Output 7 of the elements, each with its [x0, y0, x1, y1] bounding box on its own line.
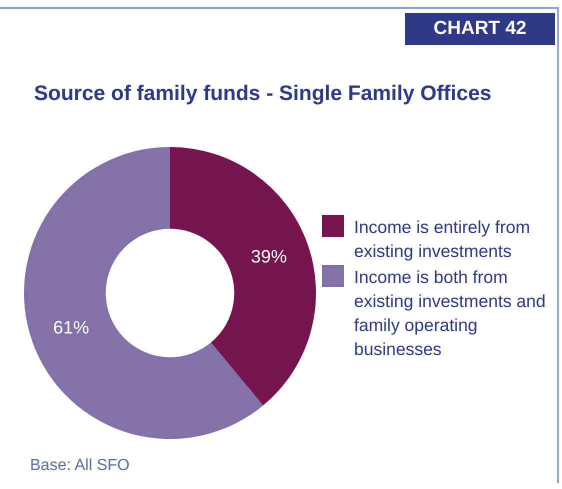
data-label: 39% [250, 246, 287, 266]
legend-label: Income is entirely from existing investments [354, 216, 532, 263]
data-label: 61% [53, 318, 90, 338]
text: Base: All SFO [30, 457, 130, 475]
chart-title: Source of family funds - Single Family Offices [34, 82, 492, 106]
caption: CHART 42 [405, 13, 555, 45]
legend-label: Income is both from existing investments and family operating businesses [354, 266, 547, 361]
